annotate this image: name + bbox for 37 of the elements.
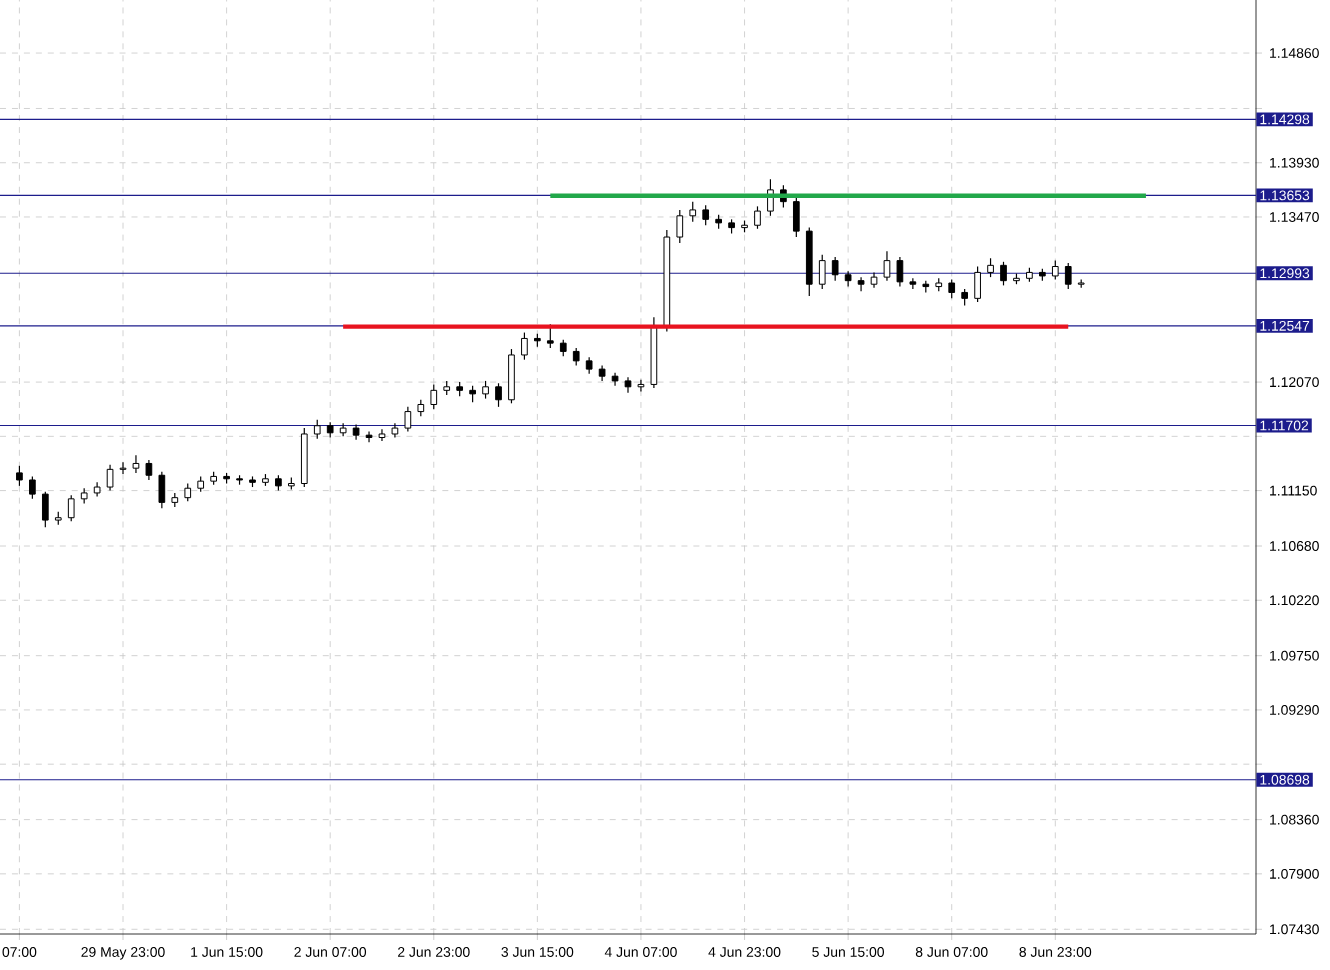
- candlestick: [67, 494, 75, 522]
- candlestick: [689, 201, 697, 223]
- candlestick: [792, 197, 800, 238]
- candlestick: [508, 348, 515, 404]
- candlestick: [495, 382, 502, 408]
- candlestick: [987, 257, 994, 278]
- candlestick: [844, 270, 852, 288]
- candlestick: [106, 464, 114, 492]
- candlestick: [883, 250, 891, 282]
- candlestick: [158, 471, 166, 509]
- candlestick: [1051, 260, 1059, 281]
- candlestick: [1000, 261, 1007, 286]
- candlestick: [909, 277, 917, 290]
- candlestick: [974, 265, 981, 303]
- candlestick: [365, 431, 373, 443]
- candlestick: [676, 209, 684, 244]
- candlestick: [702, 204, 710, 226]
- candlestick: [430, 383, 438, 410]
- candlestick: [313, 419, 321, 440]
- candlestick: [624, 376, 632, 394]
- candlestick: [29, 475, 36, 500]
- candlestick: [754, 205, 761, 230]
- candlestick: [132, 454, 140, 474]
- candlestick: [637, 379, 645, 393]
- candlestick: [818, 254, 826, 290]
- candlestick: [378, 428, 386, 442]
- candlestick: [896, 256, 904, 288]
- candlestick: [521, 331, 528, 361]
- candlestick: [404, 406, 412, 433]
- candlestick: [119, 461, 127, 475]
- candlestick: [948, 278, 956, 299]
- candlestick: [145, 459, 153, 481]
- candlestick: [857, 276, 865, 292]
- candlestick: [41, 491, 49, 528]
- candlestick: [1064, 262, 1072, 290]
- candlestick: [831, 256, 839, 282]
- candlestick: [16, 465, 23, 487]
